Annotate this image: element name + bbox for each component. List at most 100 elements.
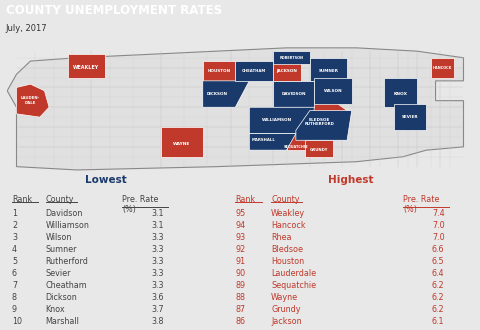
Text: Pre. Rate
(%): Pre. Rate (%)	[122, 195, 159, 215]
Text: 92: 92	[235, 245, 245, 254]
Text: CHEATHAM: CHEATHAM	[242, 69, 266, 73]
Text: 2: 2	[12, 221, 17, 230]
Polygon shape	[273, 58, 300, 81]
Text: 3.3: 3.3	[151, 245, 164, 254]
Polygon shape	[287, 134, 310, 150]
Text: HOUSTON: HOUSTON	[207, 69, 230, 73]
Text: Knox: Knox	[46, 305, 65, 314]
Polygon shape	[7, 48, 464, 170]
Polygon shape	[296, 101, 352, 140]
Text: 3.1: 3.1	[151, 210, 164, 218]
Text: 7.0: 7.0	[432, 221, 444, 230]
Text: 6.1: 6.1	[432, 317, 444, 326]
Polygon shape	[273, 81, 314, 107]
Text: 91: 91	[235, 257, 245, 266]
Text: WILSON: WILSON	[324, 89, 342, 93]
Text: 7.0: 7.0	[432, 233, 444, 242]
Text: 5: 5	[12, 257, 17, 266]
Polygon shape	[431, 58, 454, 78]
Text: COUNTY UNEMPLOYMENT RATES: COUNTY UNEMPLOYMENT RATES	[6, 4, 222, 17]
Text: 93: 93	[235, 233, 245, 242]
Text: 7: 7	[12, 281, 17, 290]
Text: 3.3: 3.3	[151, 269, 164, 278]
Text: Williamson: Williamson	[46, 221, 89, 230]
Polygon shape	[203, 81, 249, 107]
Text: Pre. Rate
(%): Pre. Rate (%)	[403, 195, 440, 215]
Polygon shape	[314, 78, 352, 104]
Text: Weakley: Weakley	[271, 210, 305, 218]
Text: 3.3: 3.3	[151, 233, 164, 242]
Text: WEAKLEY: WEAKLEY	[73, 65, 99, 70]
Text: DAVIDSON: DAVIDSON	[281, 92, 306, 96]
Text: WAYNE: WAYNE	[173, 142, 191, 146]
Text: 86: 86	[235, 317, 245, 326]
Text: 88: 88	[235, 293, 245, 302]
Text: 6.2: 6.2	[432, 293, 444, 302]
Text: BLEDSOE: BLEDSOE	[309, 118, 330, 122]
Text: MARSHALL: MARSHALL	[252, 138, 275, 142]
Text: Sumner: Sumner	[46, 245, 77, 254]
Text: 87: 87	[235, 305, 245, 314]
Text: Bledsoe: Bledsoe	[271, 245, 303, 254]
Text: 3.6: 3.6	[151, 293, 164, 302]
Text: 94: 94	[235, 221, 245, 230]
Text: SEVIER: SEVIER	[402, 115, 418, 119]
Text: July, 2017: July, 2017	[6, 23, 48, 33]
Text: Lowest: Lowest	[85, 175, 126, 184]
Text: Rutherford: Rutherford	[46, 257, 88, 266]
Text: GRUNDY: GRUNDY	[310, 148, 328, 152]
Text: 6: 6	[12, 269, 17, 278]
Text: Rank: Rank	[12, 195, 32, 204]
Text: 1: 1	[12, 210, 17, 218]
Text: 95: 95	[235, 210, 245, 218]
Text: Grundy: Grundy	[271, 305, 300, 314]
Text: 10: 10	[12, 317, 22, 326]
Polygon shape	[203, 61, 235, 81]
Text: 8: 8	[12, 293, 17, 302]
Text: 6.5: 6.5	[432, 257, 444, 266]
Text: Davidson: Davidson	[46, 210, 83, 218]
Text: DICKSON: DICKSON	[206, 92, 227, 96]
Text: 4: 4	[12, 245, 17, 254]
Text: 3.8: 3.8	[151, 317, 164, 326]
Polygon shape	[296, 111, 352, 140]
Text: 89: 89	[235, 281, 245, 290]
Text: Sequatchie: Sequatchie	[271, 281, 316, 290]
Text: RUTHERFORD: RUTHERFORD	[304, 122, 334, 126]
Polygon shape	[68, 54, 105, 78]
Text: ROBERTSON: ROBERTSON	[279, 56, 303, 60]
Polygon shape	[16, 84, 49, 117]
Text: Marshall: Marshall	[46, 317, 80, 326]
Polygon shape	[249, 107, 314, 134]
Text: 6.6: 6.6	[432, 245, 444, 254]
Polygon shape	[235, 61, 273, 81]
Text: Lauderdale: Lauderdale	[271, 269, 316, 278]
Text: SEQUATCHIE: SEQUATCHIE	[284, 145, 308, 149]
Text: Highest: Highest	[328, 175, 373, 184]
Text: WILLIAMSON: WILLIAMSON	[262, 118, 292, 122]
Text: 6.2: 6.2	[432, 305, 444, 314]
Text: 90: 90	[235, 269, 245, 278]
Text: Wilson: Wilson	[46, 233, 72, 242]
Polygon shape	[305, 140, 333, 157]
Text: Hancock: Hancock	[271, 221, 306, 230]
Polygon shape	[310, 58, 347, 81]
Text: Wayne: Wayne	[271, 293, 299, 302]
Text: Rank: Rank	[235, 195, 255, 204]
Text: Dickson: Dickson	[46, 293, 77, 302]
Text: 6.4: 6.4	[432, 269, 444, 278]
Polygon shape	[249, 134, 296, 150]
Text: Cheatham: Cheatham	[46, 281, 87, 290]
Text: 6.2: 6.2	[432, 281, 444, 290]
Text: LAUDEN-
DALE: LAUDEN- DALE	[21, 96, 40, 105]
Polygon shape	[273, 51, 310, 64]
Text: 3.3: 3.3	[151, 281, 164, 290]
Text: Sevier: Sevier	[46, 269, 71, 278]
Polygon shape	[384, 78, 417, 107]
Text: County: County	[46, 195, 74, 204]
Text: Jackson: Jackson	[271, 317, 302, 326]
Text: Houston: Houston	[271, 257, 304, 266]
Text: KNOX: KNOX	[394, 92, 408, 96]
Polygon shape	[394, 104, 426, 130]
Text: 3.7: 3.7	[151, 305, 164, 314]
